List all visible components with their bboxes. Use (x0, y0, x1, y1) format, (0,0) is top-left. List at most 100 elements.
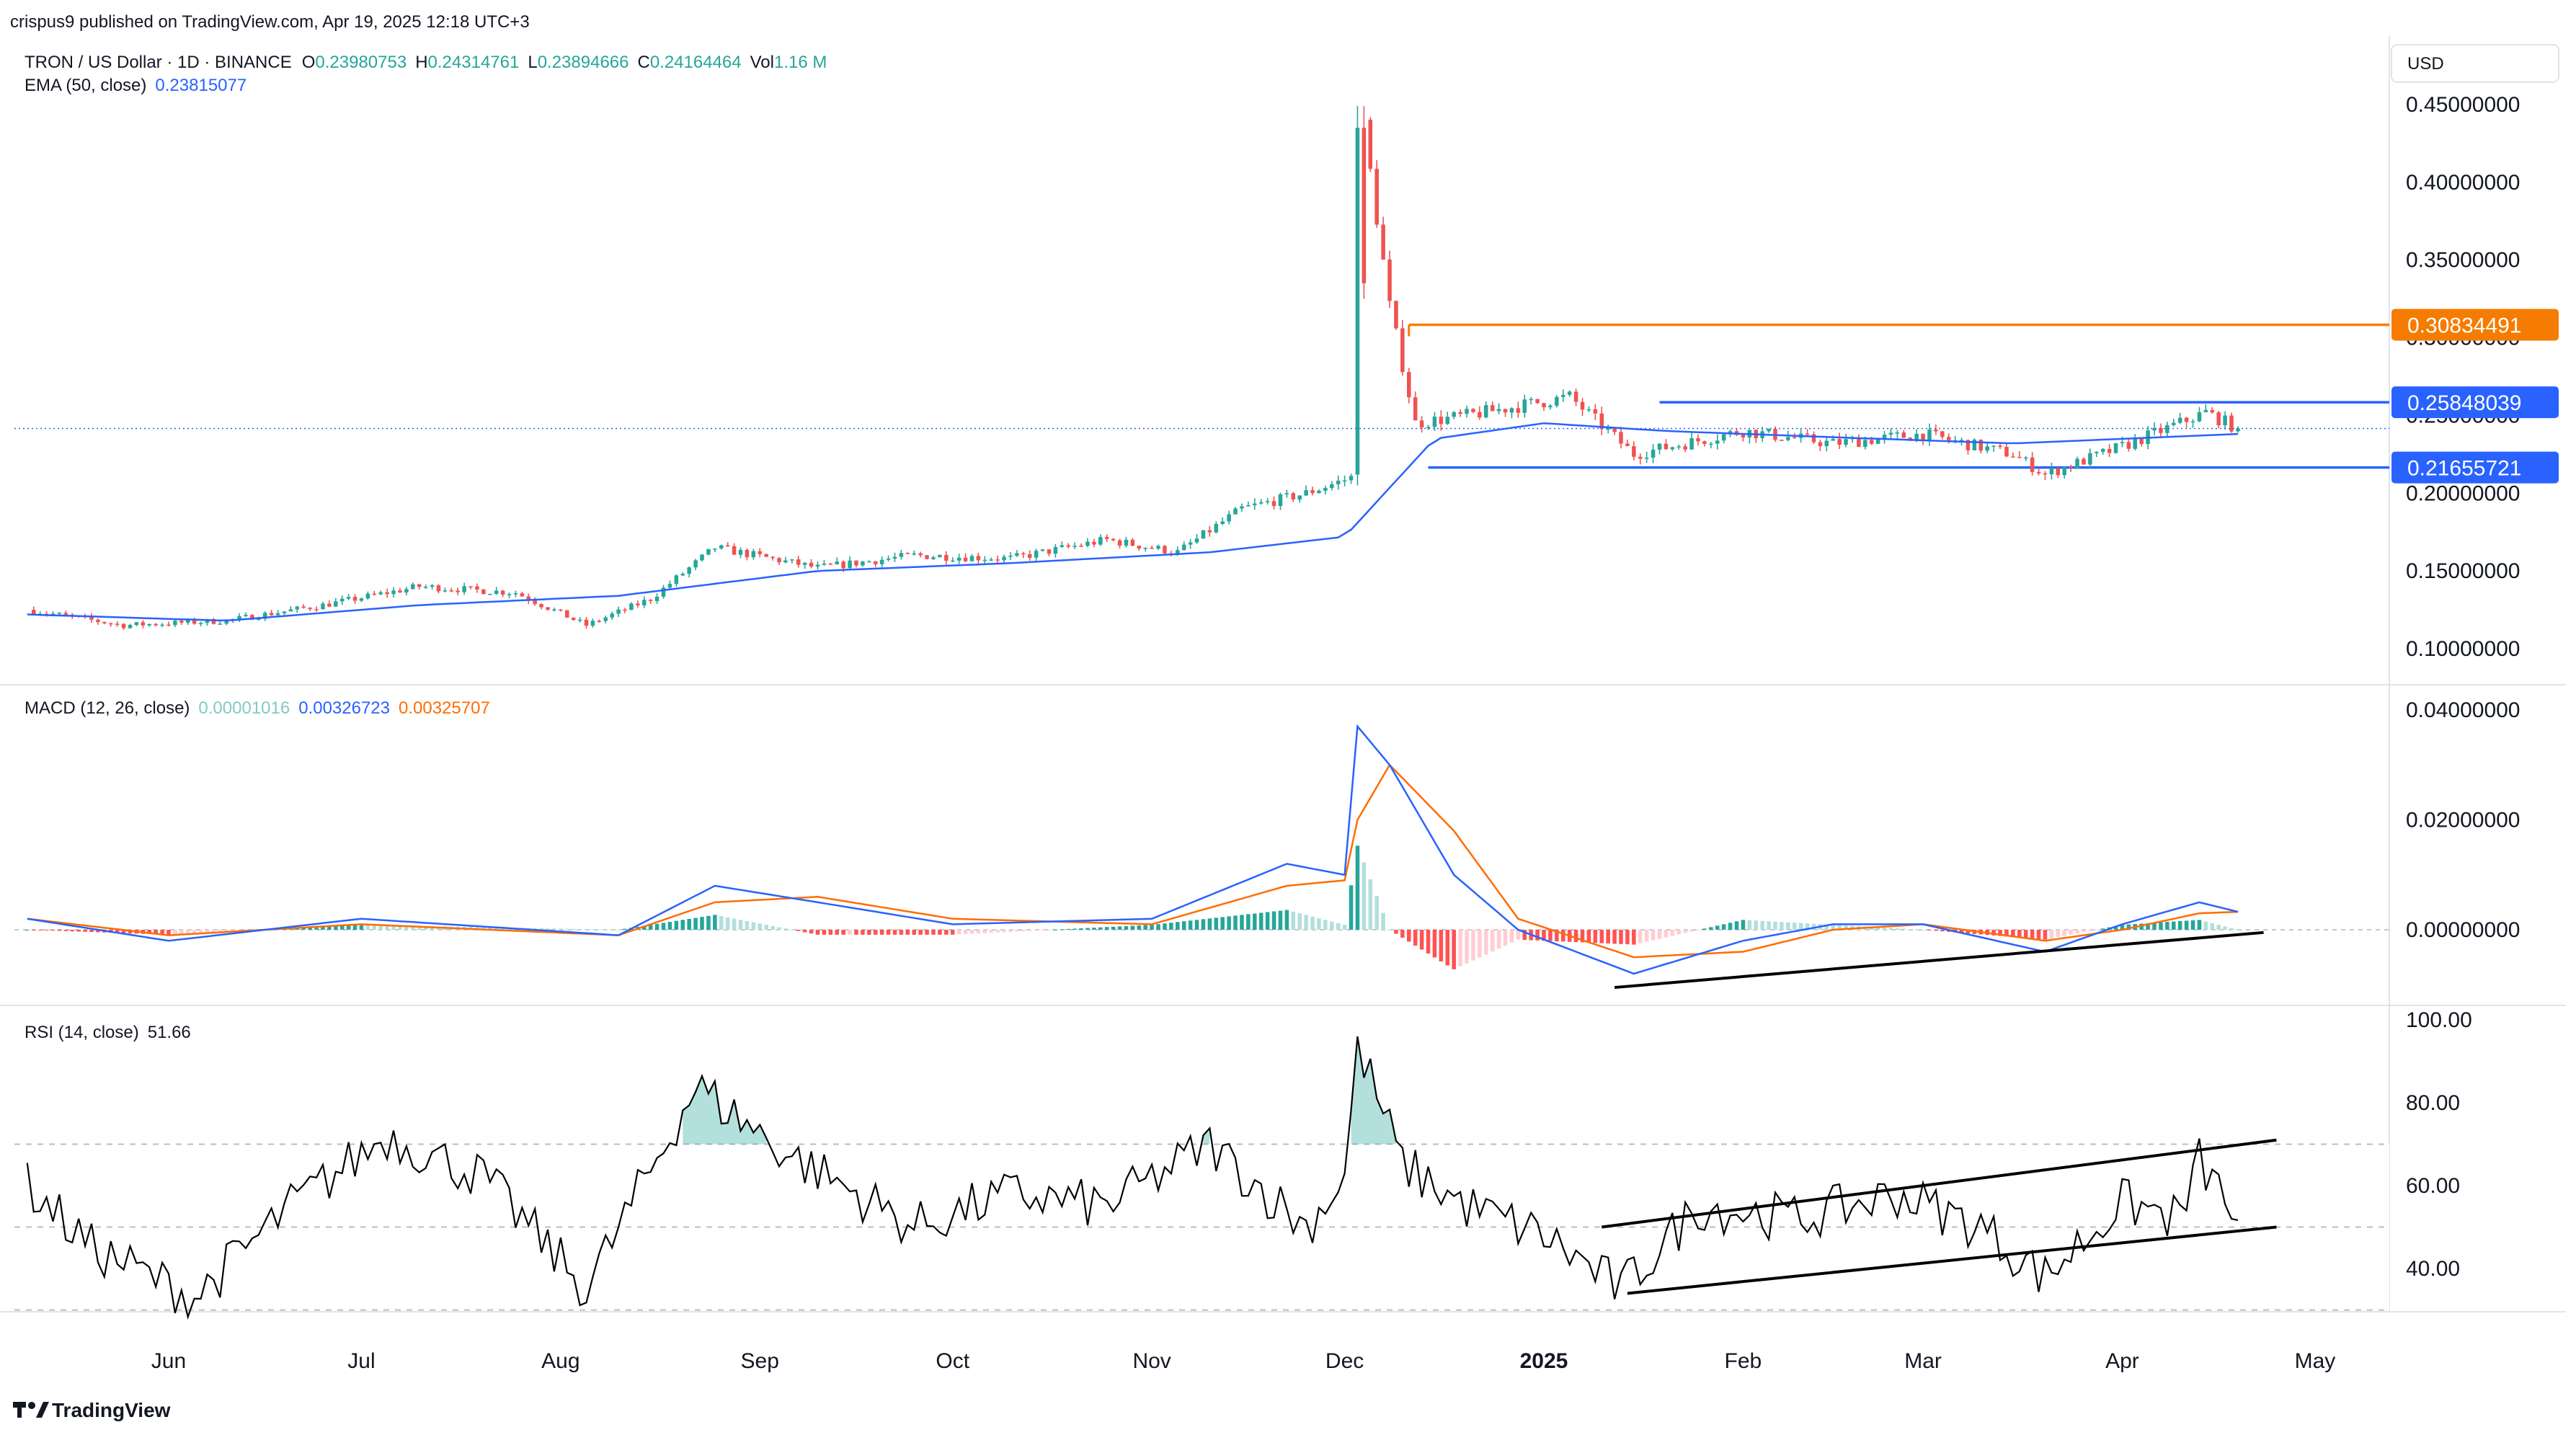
candle[interactable] (719, 545, 724, 549)
candle[interactable] (1330, 484, 1334, 489)
candle[interactable] (1394, 301, 1398, 329)
candle[interactable] (224, 619, 228, 624)
candle[interactable] (1709, 443, 1713, 445)
candle[interactable] (494, 590, 499, 595)
candle[interactable] (706, 548, 711, 555)
candle[interactable] (1767, 429, 1771, 432)
candle[interactable] (520, 593, 525, 597)
candle[interactable] (1863, 440, 1867, 448)
candle[interactable] (584, 619, 589, 626)
candle[interactable] (1522, 399, 1527, 413)
candle[interactable] (1599, 413, 1604, 430)
candle[interactable] (886, 559, 891, 560)
candle[interactable] (339, 598, 345, 602)
candle[interactable] (173, 621, 177, 626)
candle[interactable] (334, 601, 338, 607)
candle[interactable] (1490, 405, 1495, 412)
candle[interactable] (1483, 405, 1488, 418)
candle[interactable] (1246, 505, 1251, 507)
candle[interactable] (1104, 537, 1109, 539)
candle[interactable] (430, 585, 435, 587)
candle[interactable] (667, 584, 672, 588)
candle[interactable] (257, 618, 261, 621)
candle[interactable] (796, 559, 801, 565)
candle[interactable] (2088, 453, 2092, 465)
candle[interactable] (938, 555, 942, 558)
candle[interactable] (488, 594, 492, 595)
candle[interactable] (1085, 541, 1090, 546)
candle[interactable] (1644, 457, 1649, 459)
candle[interactable] (2107, 448, 2112, 453)
candle[interactable] (1651, 449, 1656, 458)
candle[interactable] (912, 553, 917, 555)
candle[interactable] (481, 589, 486, 595)
candle[interactable] (822, 563, 827, 565)
candle[interactable] (925, 555, 929, 559)
candle[interactable] (1355, 128, 1360, 475)
candle[interactable] (63, 613, 68, 615)
candle[interactable] (1478, 412, 1482, 418)
candle[interactable] (1156, 546, 1160, 549)
candle[interactable] (2011, 456, 2015, 458)
candle[interactable] (867, 561, 871, 563)
candle[interactable] (359, 598, 364, 601)
candle[interactable] (1914, 433, 1919, 441)
candle[interactable] (2004, 447, 2009, 457)
candle[interactable] (2223, 415, 2227, 426)
candle[interactable] (1047, 549, 1052, 554)
candle[interactable] (1258, 502, 1263, 504)
candle[interactable] (1181, 544, 1186, 551)
candle[interactable] (1387, 259, 1392, 301)
candle[interactable] (462, 586, 466, 592)
candle[interactable] (841, 561, 845, 569)
candle[interactable] (1092, 541, 1096, 545)
candle[interactable] (616, 609, 621, 614)
candle[interactable] (2184, 417, 2189, 422)
candle[interactable] (1683, 446, 1687, 450)
candle[interactable] (1548, 405, 1553, 408)
candle[interactable] (372, 593, 377, 595)
candle[interactable] (211, 619, 216, 624)
candle[interactable] (636, 603, 640, 605)
candle[interactable] (1413, 397, 1418, 421)
candle[interactable] (1066, 545, 1070, 547)
candle[interactable] (873, 561, 878, 564)
candle[interactable] (1072, 546, 1077, 547)
candle[interactable] (2100, 448, 2105, 452)
candle[interactable] (1227, 514, 1231, 522)
candle[interactable] (1593, 409, 1598, 414)
candle[interactable] (1304, 490, 1308, 496)
candle[interactable] (269, 613, 274, 616)
candle[interactable] (918, 553, 923, 556)
candle[interactable] (700, 554, 704, 561)
candle[interactable] (1516, 408, 1521, 413)
candle[interactable] (1432, 417, 1437, 427)
candle[interactable] (391, 590, 396, 595)
candle[interactable] (552, 609, 556, 611)
candle[interactable] (128, 625, 133, 628)
candle[interactable] (931, 557, 936, 559)
candle[interactable] (2082, 458, 2086, 465)
candle[interactable] (1721, 434, 1726, 441)
candle[interactable] (154, 623, 158, 626)
candle[interactable] (956, 557, 961, 561)
candle[interactable] (976, 556, 981, 561)
candle[interactable] (577, 619, 582, 621)
candle[interactable] (2062, 467, 2066, 476)
candle[interactable] (2056, 468, 2061, 476)
candle[interactable] (1027, 554, 1032, 558)
candle[interactable] (1509, 408, 1514, 413)
candle[interactable] (1240, 506, 1244, 509)
candle[interactable] (738, 549, 743, 555)
candle[interactable] (2069, 467, 2073, 468)
candle[interactable] (288, 609, 293, 612)
candle[interactable] (282, 611, 287, 613)
candle[interactable] (1555, 396, 1559, 406)
candle[interactable] (250, 615, 254, 620)
candle[interactable] (2210, 409, 2215, 413)
candle[interactable] (2049, 468, 2054, 475)
candle[interactable] (732, 546, 737, 555)
candle[interactable] (385, 592, 389, 595)
candle[interactable] (1625, 443, 1630, 447)
candle[interactable] (713, 548, 717, 550)
